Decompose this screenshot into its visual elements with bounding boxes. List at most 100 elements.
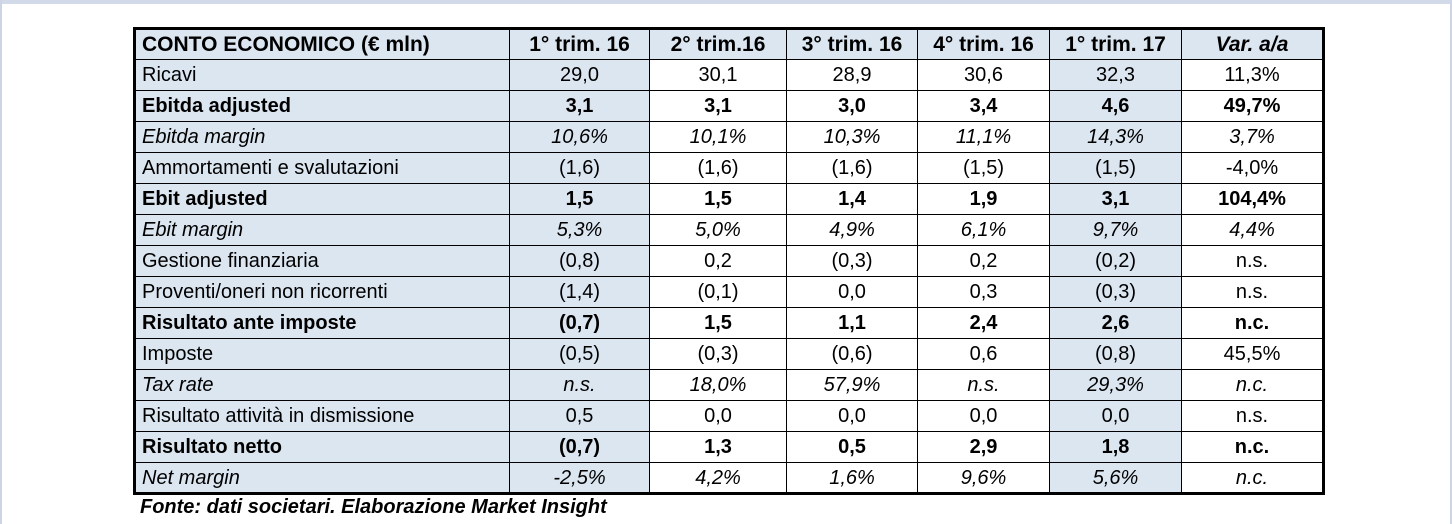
cell-value: 0,0 [1049,400,1182,432]
cell-value: (1,4) [509,276,650,308]
cell-value: 2,9 [917,431,1050,463]
cell-value: 9,6% [917,462,1050,494]
column-header: 4° trim. 16 [917,28,1050,60]
cell-value: 0,0 [649,400,787,432]
cell-value: 45,5% [1181,338,1324,370]
row-label: Ebitda adjusted [134,90,510,122]
cell-value: 1,5 [509,183,650,215]
cell-value: 3,1 [509,90,650,122]
cell-value: 2,6 [1049,307,1182,339]
table-row: Imposte (0,5) (0,3) (0,6) 0,6 (0,8) 45,5% [134,338,1324,370]
cell-value: 0,0 [917,400,1050,432]
cell-value: 32,3 [1049,59,1182,91]
row-label: Ricavi [134,59,510,91]
cell-value: 28,9 [786,59,918,91]
table-row: Ammortamenti e svalutazioni (1,6) (1,6) (1,… [134,152,1324,184]
cell-value: 0,0 [786,400,918,432]
cell-value: (0,3) [649,338,787,370]
table-row: Gestione finanziaria (0,8) 0,2 (0,3) 0,2 (0,2… [134,245,1324,277]
page-left-edge [0,0,2,524]
cell-value: 5,6% [1049,462,1182,494]
table-row: Risultato ante imposte (0,7) 1,5 1,1 2,4 2,6 n… [134,307,1324,339]
cell-value: 57,9% [786,369,918,401]
cell-value: 10,1% [649,121,787,153]
cell-value: (0,2) [1049,245,1182,277]
column-header: 1° trim. 16 [509,28,650,60]
cell-value: 0,3 [917,276,1050,308]
cell-value: (0,3) [1049,276,1182,308]
cell-value: (0,1) [649,276,787,308]
cell-value: 3,0 [786,90,918,122]
row-label: Ammortamenti e svalutazioni [134,152,510,184]
cell-value: 10,3% [786,121,918,153]
cell-value: 3,4 [917,90,1050,122]
table-row: Tax rate n.s. 18,0% 57,9% n.s. 29,3% n.c. [134,369,1324,401]
cell-value: 0,5 [509,400,650,432]
table-row: Ebitda margin 10,6% 10,1% 10,3% 11,1% 14,3% 3,… [134,121,1324,153]
cell-value: (0,3) [786,245,918,277]
page-top-edge [0,0,1452,4]
cell-value: -4,0% [1181,152,1324,184]
row-label: Risultato ante imposte [134,307,510,339]
column-header: Var. a/a [1181,28,1324,60]
cell-value: (0,6) [786,338,918,370]
table-row: Proventi/oneri non ricorrenti (1,4) (0,1) 0… [134,276,1324,308]
cell-value: 1,6% [786,462,918,494]
cell-value: n.c. [1181,369,1324,401]
cell-value: 10,6% [509,121,650,153]
row-label: Ebit margin [134,214,510,246]
cell-value: 0,5 [786,431,918,463]
cell-value: 5,3% [509,214,650,246]
cell-value: 0,2 [917,245,1050,277]
page-right-edge [1450,0,1452,524]
cell-value: 1,1 [786,307,918,339]
cell-value: 1,4 [786,183,918,215]
column-header: 1° trim. 17 [1049,28,1182,60]
cell-value: (0,8) [509,245,650,277]
table-row: Ricavi 29,0 30,1 28,9 30,6 32,3 11,3% [134,59,1324,91]
cell-value: 29,0 [509,59,650,91]
cell-value: (1,6) [786,152,918,184]
cell-value: n.c. [1181,431,1324,463]
cell-value: -2,5% [509,462,650,494]
cell-value: 30,1 [649,59,787,91]
cell-value: 9,7% [1049,214,1182,246]
cell-value: 14,3% [1049,121,1182,153]
cell-value: (0,7) [509,431,650,463]
cell-value: 0,6 [917,338,1050,370]
cell-value: 4,4% [1181,214,1324,246]
cell-value: 4,9% [786,214,918,246]
table-row: Ebit adjusted 1,5 1,5 1,4 1,9 3,1 104,4% [134,183,1324,215]
table-body: Ricavi 29,0 30,1 28,9 30,6 32,3 11,3% Ebitda ad… [134,59,1324,494]
table-row: Net margin -2,5% 4,2% 1,6% 9,6% 5,6% n.c. [134,462,1324,494]
cell-value: (0,8) [1049,338,1182,370]
cell-value: 18,0% [649,369,787,401]
cell-value: n.s. [1181,400,1324,432]
table-row: Risultato attività in dismissione 0,5 0,0 0… [134,400,1324,432]
cell-value: n.s. [1181,276,1324,308]
row-label: Risultato attività in dismissione [134,400,510,432]
cell-value: 1,9 [917,183,1050,215]
cell-value: 11,1% [917,121,1050,153]
cell-value: 3,1 [1049,183,1182,215]
cell-value: 1,5 [649,307,787,339]
cell-value: 4,6 [1049,90,1182,122]
table-title-cell: CONTO ECONOMICO (€ mln) [134,28,510,60]
cell-value: (0,5) [509,338,650,370]
cell-value: 49,7% [1181,90,1324,122]
table-row: Ebitda adjusted 3,1 3,1 3,0 3,4 4,6 49,7% [134,90,1324,122]
header-row: CONTO ECONOMICO (€ mln) 1° trim. 16 2° tr… [134,28,1324,60]
cell-value: 6,1% [917,214,1050,246]
cell-value: 1,8 [1049,431,1182,463]
cell-value: 1,3 [649,431,787,463]
row-label: Proventi/oneri non ricorrenti [134,276,510,308]
cell-value: 0,2 [649,245,787,277]
cell-value: n.s. [509,369,650,401]
cell-value: 2,4 [917,307,1050,339]
row-label: Gestione finanziaria [134,245,510,277]
row-label: Imposte [134,338,510,370]
column-header: 2° trim.16 [649,28,787,60]
source-note: Fonte: dati societari. Elaborazione Mark… [140,496,607,518]
cell-value: (0,7) [509,307,650,339]
cell-value: n.s. [1181,245,1324,277]
